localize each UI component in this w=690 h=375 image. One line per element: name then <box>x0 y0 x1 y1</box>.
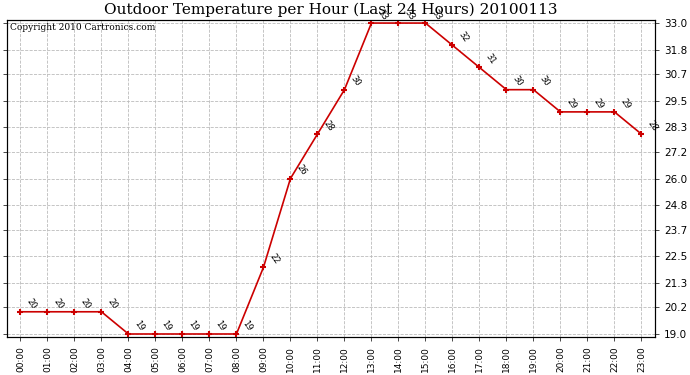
Text: 28: 28 <box>322 119 335 133</box>
Text: 19: 19 <box>132 319 146 333</box>
Text: 20: 20 <box>25 297 38 310</box>
Text: 19: 19 <box>186 319 200 333</box>
Text: 30: 30 <box>348 74 362 88</box>
Text: 19: 19 <box>241 319 254 333</box>
Text: 20: 20 <box>52 297 65 310</box>
Text: 22: 22 <box>268 252 281 266</box>
Text: 20: 20 <box>79 297 92 310</box>
Text: 28: 28 <box>646 119 659 133</box>
Text: 29: 29 <box>591 97 605 111</box>
Text: 20: 20 <box>106 297 119 310</box>
Title: Outdoor Temperature per Hour (Last 24 Hours) 20100113: Outdoor Temperature per Hour (Last 24 Ho… <box>104 3 558 17</box>
Text: 30: 30 <box>511 74 524 88</box>
Text: 30: 30 <box>538 74 551 88</box>
Text: 29: 29 <box>619 97 632 111</box>
Text: 33: 33 <box>402 8 416 22</box>
Text: 32: 32 <box>457 30 470 44</box>
Text: 19: 19 <box>214 319 227 333</box>
Text: 29: 29 <box>564 97 578 111</box>
Text: 33: 33 <box>375 8 389 22</box>
Text: 26: 26 <box>295 163 308 177</box>
Text: 33: 33 <box>430 8 443 22</box>
Text: Copyright 2010 Cartronics.com: Copyright 2010 Cartronics.com <box>10 23 155 32</box>
Text: 19: 19 <box>159 319 173 333</box>
Text: 31: 31 <box>484 52 497 66</box>
